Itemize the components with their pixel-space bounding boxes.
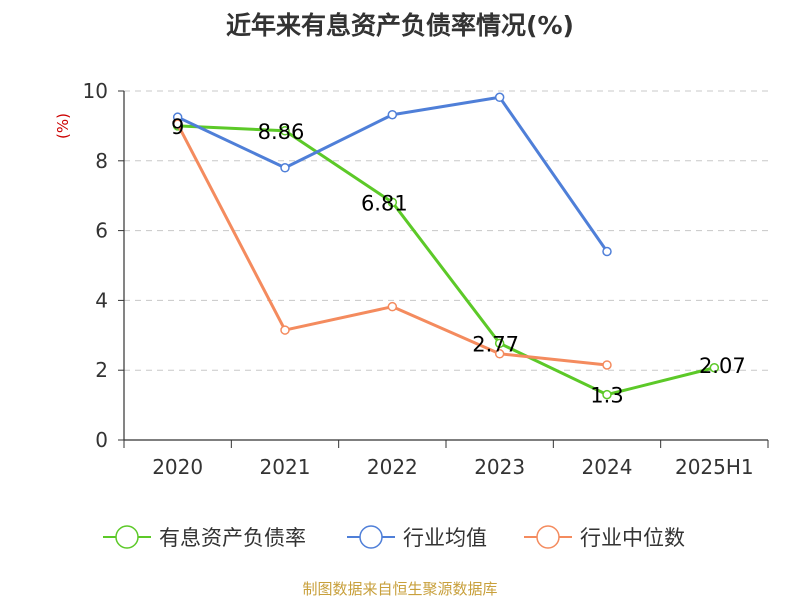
data-point [494,349,505,359]
data-point [387,197,398,208]
legend-label: 有息资产负债率 [159,526,306,550]
data-point [494,338,505,349]
x-tick-label: 2023 [474,455,525,479]
series-line-1 [177,95,609,253]
x-tick-label: 2021 [260,455,311,479]
y-tick-label: 4 [95,288,108,312]
y-axis-label: (%) [54,113,72,139]
data-label: 1.3 [590,384,623,408]
data-label: 2.07 [699,354,746,378]
data-point [280,325,290,335]
data-point [172,119,183,129]
data-point [602,360,612,370]
legend-marker [359,525,383,549]
y-tick-label: 6 [95,219,108,243]
data-label: 2.77 [472,332,519,356]
y-tick-label: 8 [95,149,108,173]
footer-source: 制图数据来自恒生聚源数据库 [302,580,498,598]
x-tick-label: 2020 [152,455,203,479]
y-tick-label: 0 [95,428,108,452]
series-line-0 [177,124,715,397]
x-tick-label: 2022 [367,455,418,479]
legend-label: 行业均值 [403,526,487,550]
data-point [602,246,612,257]
legend-label: 行业中位数 [580,526,685,550]
data-point [387,109,398,120]
data-label: 8.86 [258,120,305,144]
legend-marker [115,525,139,549]
data-label: 9 [171,115,184,139]
chart-title: 近年来有息资产负债率情况(%) [226,11,574,40]
y-tick-label: 10 [83,79,108,103]
data-label: 6.81 [361,191,408,215]
data-point [494,92,505,103]
x-tick-label: 2025H1 [675,455,754,479]
data-point [387,301,398,312]
data-point [280,163,290,173]
data-point [280,126,290,136]
x-tick-label: 2024 [582,455,633,479]
data-point [709,363,720,373]
y-tick-label: 2 [95,358,108,382]
data-point [602,389,612,400]
legend-marker [536,525,560,549]
